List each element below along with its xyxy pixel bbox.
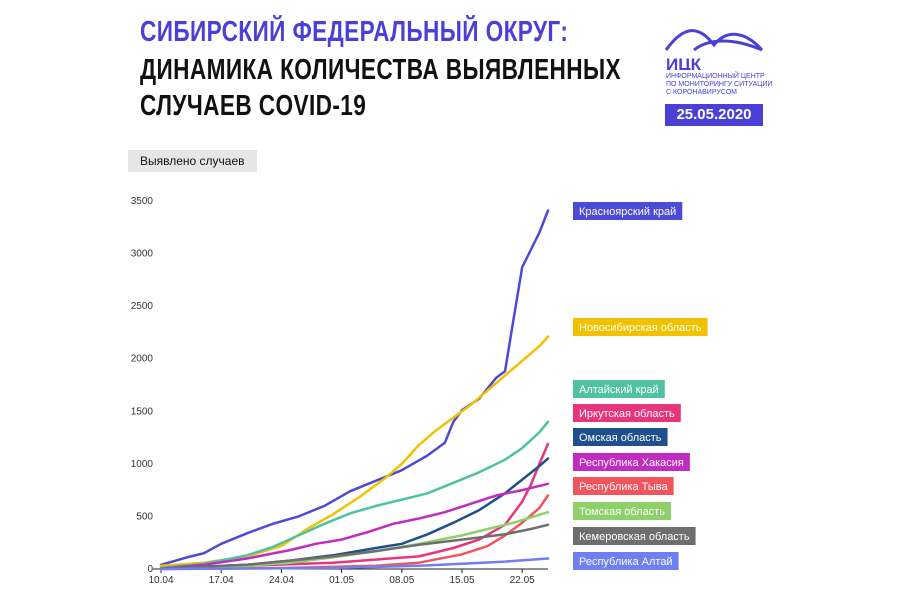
series-line-9 [159, 523, 550, 570]
legend-badge-2 [573, 318, 708, 336]
legend-badge-3 [573, 380, 665, 398]
legend-label-8: Томская область [579, 506, 665, 518]
legend-label-6: Республика Хакасия [579, 457, 684, 469]
series-line-10 [159, 557, 550, 571]
series-line-2 [159, 335, 550, 568]
y-tick-label: 1000 [131, 459, 154, 470]
legend-badge-10 [573, 552, 679, 570]
series-line-3 [159, 420, 550, 570]
y-tick-label: 2000 [131, 354, 154, 365]
y-tick-label: 500 [136, 511, 153, 522]
chart-title-line1: СИБИРСКИЙ ФЕДЕРАЛЬНЫЙ ОКРУГ: [140, 16, 569, 48]
x-tick-label: 24.04 [269, 575, 294, 586]
legend-badge-9 [573, 527, 696, 545]
legend-label-4: Иркутская область [579, 408, 675, 420]
itsk-logo: ИЦК [664, 20, 764, 75]
y-tick-label: 1500 [131, 406, 154, 417]
itsk-logo-mark: ИЦК [664, 29, 764, 74]
chart-title-line3: СЛУЧАЕВ COVID-19 [140, 90, 367, 122]
legend-badge-7 [573, 477, 674, 495]
x-tick-label: 10.04 [148, 575, 173, 586]
x-tick-label: 01.05 [329, 575, 354, 586]
legend-label-9: Кемеровская область [579, 531, 690, 543]
y-tick-label: 2500 [131, 301, 154, 312]
series-line-4 [159, 442, 550, 570]
x-tick-label: 15.05 [449, 575, 474, 586]
legend-badge-6 [573, 453, 690, 471]
legend-label-7: Республика Тыва [579, 481, 669, 493]
series-line-1 [159, 209, 550, 567]
legend-badge-4 [573, 404, 681, 422]
series-line-6 [159, 482, 550, 570]
series-line-5 [159, 457, 550, 570]
y-tick-label: 3000 [131, 249, 154, 260]
chart-title-line2: ДИНАМИКА КОЛИЧЕСТВА ВЫЯВЛЕННЫХ [140, 54, 622, 86]
legend-badge-8 [573, 502, 671, 520]
legend-label-1: Красноярский край [579, 206, 676, 218]
legend-label-3: Алтайский край [579, 384, 659, 396]
legend-badge-1 [573, 202, 683, 220]
x-tick-label: 08.05 [389, 575, 414, 586]
x-tick-label: 17.04 [209, 575, 234, 586]
legend-badge-5 [573, 428, 668, 446]
x-tick-label: 22.05 [510, 575, 535, 586]
legend-label-5: Омская область [579, 432, 662, 444]
y-tick-label: 0 [147, 564, 153, 575]
date-badge: 25.05.2020 [665, 104, 763, 126]
legend-label-2: Новосибирская область [579, 322, 702, 334]
logo-text: ИЦК [666, 55, 702, 70]
legend-label-10: Республика Алтай [579, 556, 673, 568]
logo-subtitle: ИНФОРМАЦИОННЫЙ ЦЕНТР ПО МОНИТОРИНГУ СИТУ… [666, 73, 773, 96]
y-axis-label: Выявлено случаев [128, 150, 257, 172]
y-tick-label: 3500 [131, 196, 154, 207]
